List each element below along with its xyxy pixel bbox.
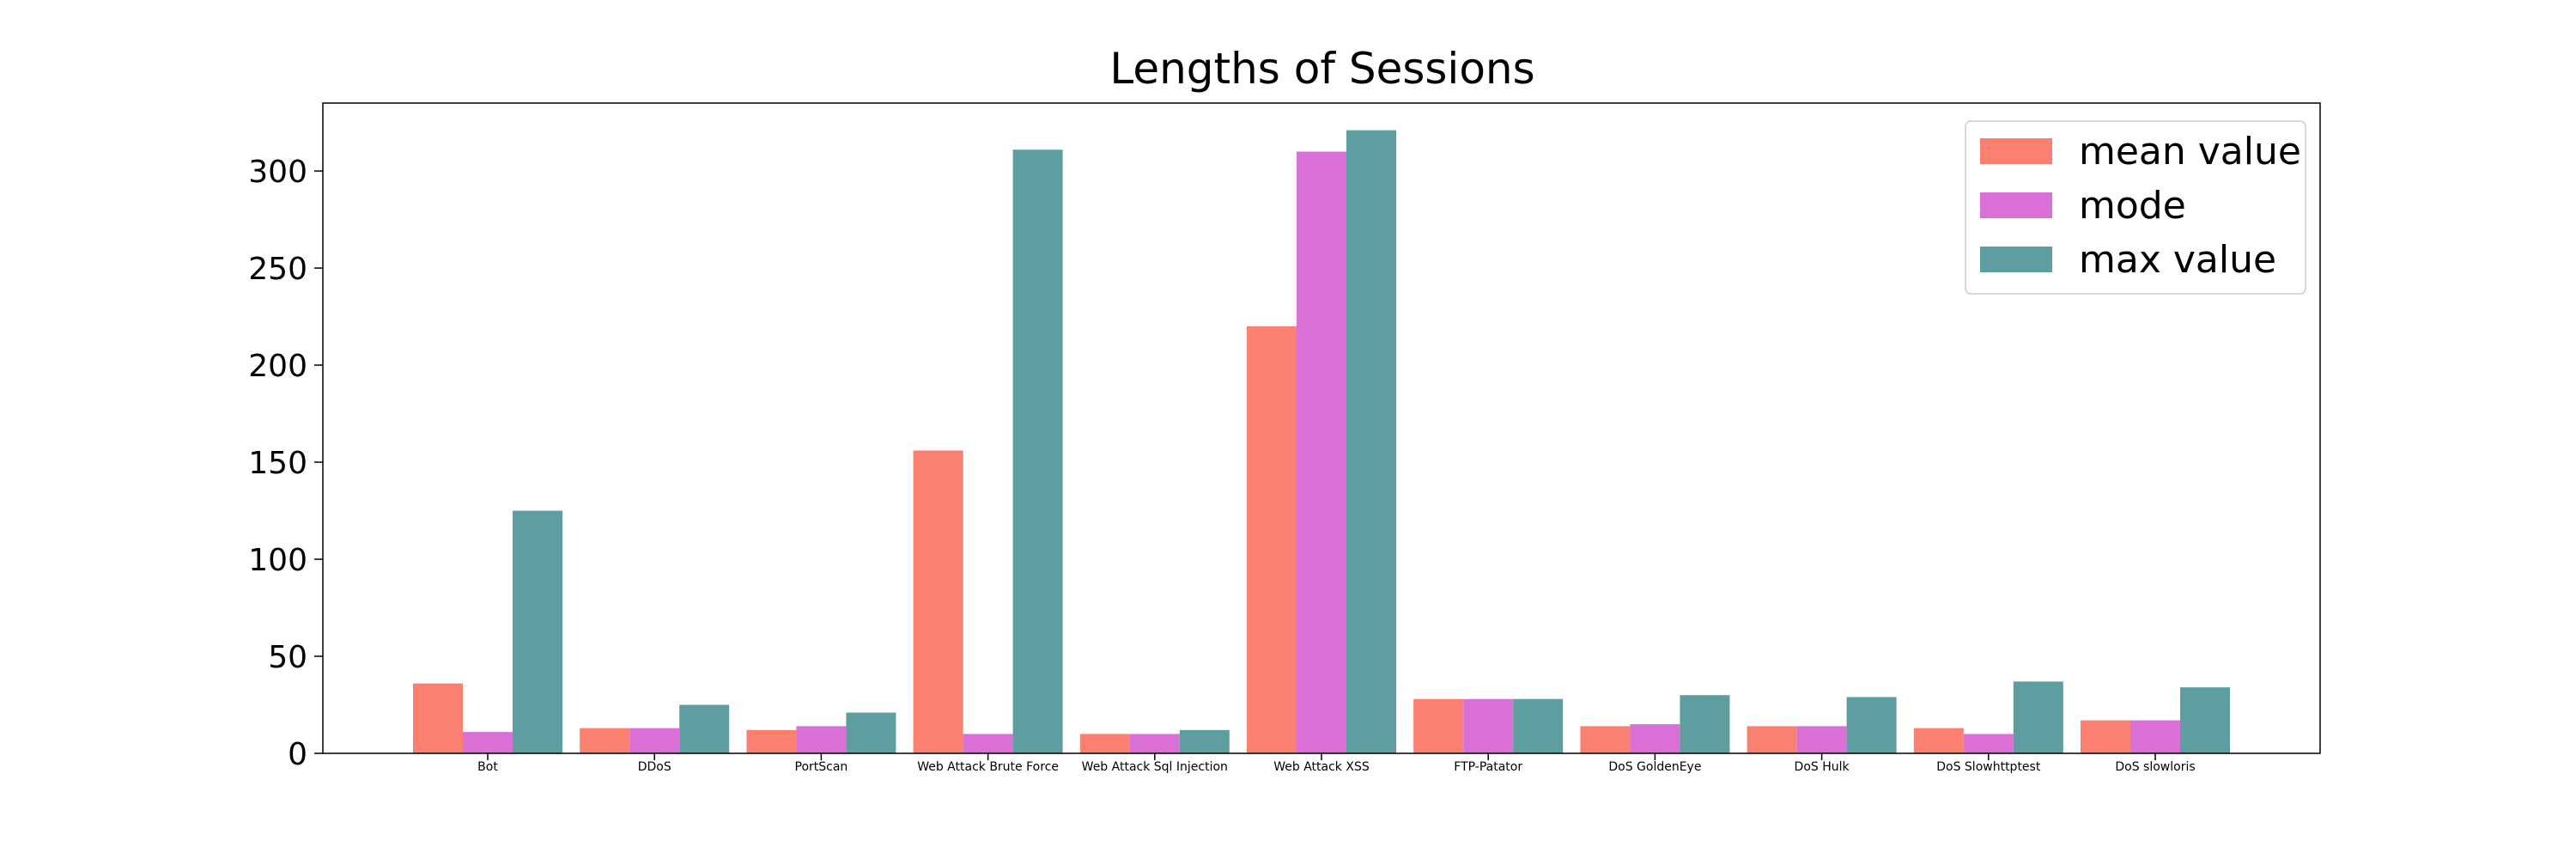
bar-mode-8	[1796, 726, 1847, 753]
bar-max-value-7	[1680, 695, 1730, 753]
bar-mode-2	[796, 726, 847, 753]
x-tick-label: Web Attack Sql Injection	[1082, 760, 1228, 774]
legend-swatch-mode	[1980, 192, 2052, 218]
bar-mean-value-3	[913, 450, 963, 753]
bar-mean-value-6	[1413, 698, 1464, 753]
bar-mean-value-9	[1913, 728, 1964, 753]
legend-swatch-mean-value	[1980, 138, 2052, 164]
chart-title: Lengths of Sessions	[1109, 44, 1534, 94]
x-axis: Bot DDoS PortScan Web Attack Brute Force Web…	[477, 753, 2196, 774]
bar-mode-9	[1963, 734, 2014, 753]
y-axis: 0 50 100 150 200 250 300	[248, 155, 323, 772]
x-tick-label: PortScan	[795, 760, 848, 774]
bar-max-value-5	[1346, 130, 1396, 754]
x-tick-label: FTP-Patator	[1454, 760, 1522, 774]
bar-mean-value-2	[746, 729, 797, 753]
bar-mean-value-5	[1247, 326, 1297, 753]
x-tick-label: DoS Hulk	[1795, 760, 1850, 774]
x-tick-label: DoS Slowhttptest	[1936, 760, 2041, 774]
x-tick-label: DoS GoldenEye	[1608, 760, 1701, 774]
bar-max-value-8	[1846, 697, 1897, 753]
x-tick-label: DDoS	[638, 760, 671, 774]
legend-swatch-max-value	[1980, 247, 2052, 272]
legend: mean value mode max value	[1965, 120, 2306, 295]
bar-max-value-0	[513, 510, 562, 753]
bar-max-value-2	[846, 712, 896, 753]
bar-mean-value-1	[580, 728, 630, 753]
bar-max-value-6	[1513, 698, 1564, 753]
bar-mode-0	[463, 732, 513, 753]
bar-max-value-10	[2180, 687, 2230, 753]
bar-mode-3	[963, 734, 1013, 753]
bar-max-value-3	[1012, 149, 1063, 753]
y-tick-label: 100	[248, 543, 307, 578]
legend-label-mean-value: mean value	[2079, 130, 2301, 174]
bar-mean-value-10	[2081, 720, 2130, 753]
bar-max-value-1	[679, 704, 730, 753]
bar-mode-10	[2130, 720, 2180, 753]
bar-mean-value-8	[1747, 726, 1797, 753]
legend-label-max-value: max value	[2079, 238, 2276, 282]
x-tick-label: Web Attack XSS	[1273, 760, 1370, 774]
bar-mode-6	[1463, 698, 1514, 753]
legend-label-mode: mode	[2079, 184, 2186, 228]
y-tick-label: 150	[248, 446, 307, 481]
bar-mean-value-0	[413, 683, 463, 753]
y-tick-label: 200	[248, 349, 307, 384]
x-tick-label: DoS slowloris	[2115, 760, 2195, 774]
y-tick-label: 250	[248, 252, 307, 287]
y-tick-label: 300	[248, 155, 307, 190]
bar-mode-4	[1129, 734, 1180, 753]
x-tick-label: Bot	[477, 760, 498, 774]
bars-layer	[413, 130, 2230, 754]
bar-mode-5	[1297, 151, 1346, 753]
y-tick-label: 0	[288, 737, 307, 772]
bar-max-value-4	[1179, 729, 1230, 753]
bar-mean-value-7	[1580, 726, 1631, 753]
x-tick-label: Web Attack Brute Force	[917, 760, 1059, 774]
bar-mode-1	[629, 728, 680, 753]
y-tick-label: 50	[268, 640, 307, 675]
bar-mode-7	[1630, 724, 1680, 753]
bar-mean-value-4	[1079, 734, 1130, 753]
bar-max-value-9	[2013, 681, 2063, 753]
